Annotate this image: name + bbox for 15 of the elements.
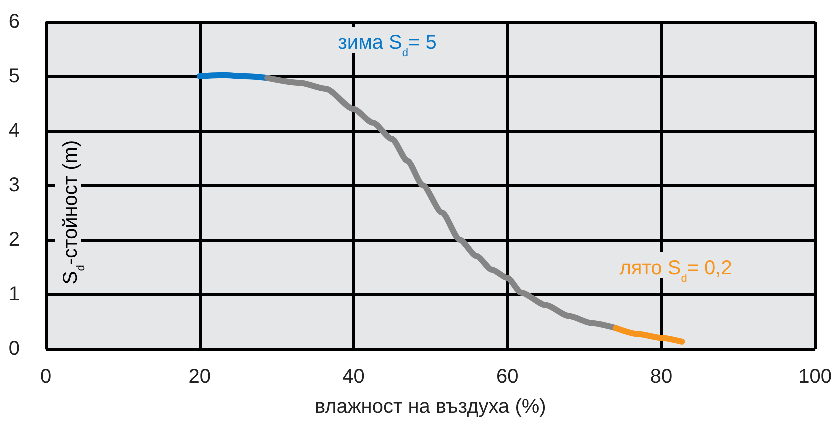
y-tick-label: 3	[8, 174, 20, 196]
x-tick-label: 40	[342, 366, 365, 388]
y-tick-label: 4	[8, 120, 20, 142]
x-tick-label: 0	[40, 366, 52, 388]
y-tick-label: 1	[8, 284, 20, 306]
y-tick-label: 2	[8, 229, 20, 251]
y-axis-title: Sd-стойност (m)	[60, 140, 88, 285]
y-tick-label: 5	[8, 66, 20, 88]
y-tick-label: 0	[8, 338, 20, 360]
y-tick-label: 6	[8, 11, 20, 33]
x-axis-title: влажност на въздуха (%)	[314, 396, 546, 418]
x-tick-label: 20	[188, 366, 211, 388]
x-tick-label: 60	[496, 366, 519, 388]
x-tick-label: 80	[650, 366, 673, 388]
x-tick-label: 100	[798, 366, 832, 388]
